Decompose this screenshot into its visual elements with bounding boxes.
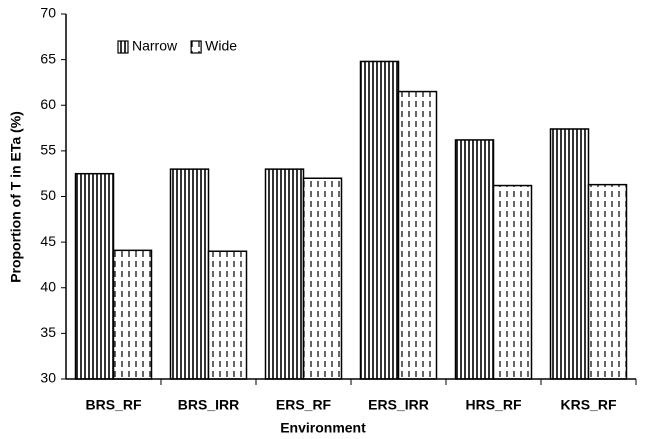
bar — [112, 249, 153, 380]
bar — [454, 139, 495, 380]
y-tick-label: 60 — [40, 96, 56, 112]
y-axis-title: Proportion of T in ETa (%) — [8, 111, 24, 283]
bar — [492, 184, 533, 380]
x-tick-label: BRS_RF — [85, 397, 141, 413]
x-tick-label: ERS_IRR — [368, 397, 429, 413]
y-tick-label: 45 — [40, 233, 56, 249]
legend-swatch — [117, 40, 129, 54]
bar — [264, 168, 305, 380]
x-axis-title: Environment — [280, 420, 366, 436]
bar — [207, 250, 248, 380]
x-tick-label: BRS_IRR — [178, 397, 239, 413]
bar — [549, 128, 590, 380]
x-tick-label: HRS_RF — [465, 397, 521, 413]
bar — [302, 177, 343, 380]
legend-label: Wide — [205, 38, 237, 54]
legend-label: Narrow — [132, 38, 178, 54]
y-tick-label: 30 — [40, 370, 56, 386]
y-tick-label: 55 — [40, 142, 56, 158]
legend-swatch — [190, 40, 202, 54]
y-tick-label: 40 — [40, 278, 56, 294]
y-tick-label: 35 — [40, 324, 56, 340]
bar — [74, 172, 115, 380]
bar — [359, 60, 400, 380]
x-tick-label: ERS_RF — [276, 397, 332, 413]
bar — [397, 90, 438, 380]
y-tick-label: 70 — [40, 5, 56, 21]
y-tick-label: 65 — [40, 50, 56, 66]
bar — [169, 168, 210, 380]
y-tick-label: 50 — [40, 187, 56, 203]
bar — [587, 183, 628, 380]
x-tick-label: KRS_RF — [560, 397, 616, 413]
